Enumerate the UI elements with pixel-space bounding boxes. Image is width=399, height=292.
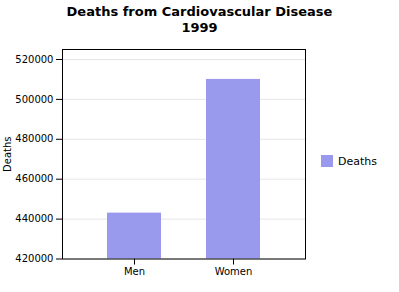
svg-text:480000: 480000 <box>15 133 53 144</box>
svg-text:520000: 520000 <box>15 53 53 64</box>
svg-text:440000: 440000 <box>15 213 53 224</box>
svg-text:Women: Women <box>215 266 253 277</box>
svg-text:420000: 420000 <box>15 253 53 264</box>
svg-text:Deaths: Deaths <box>2 136 13 171</box>
svg-text:460000: 460000 <box>15 173 53 184</box>
svg-text:Men: Men <box>124 266 145 277</box>
svg-text:500000: 500000 <box>15 93 53 104</box>
html-text:Deaths from Cardiovascular Dis: Deaths from Cardiovascular Disease 1999 <box>66 4 333 36</box>
html-text:Deaths: Deaths <box>338 154 377 168</box>
